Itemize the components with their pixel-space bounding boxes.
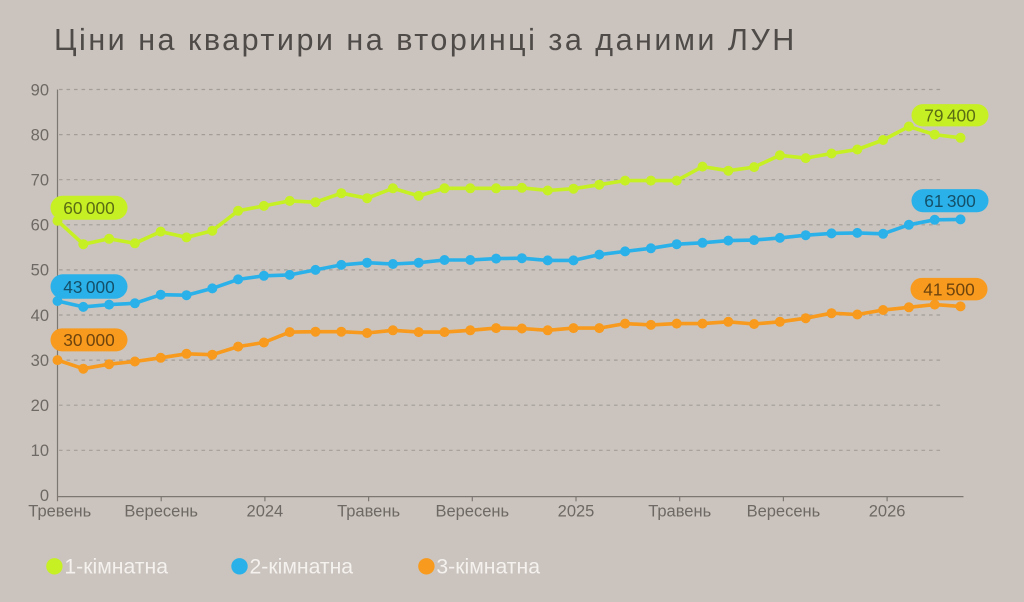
svg-text:79 400: 79 400	[924, 106, 976, 126]
svg-text:Вересень: Вересень	[747, 503, 821, 521]
svg-text:43 000: 43 000	[63, 277, 115, 297]
svg-text:2024: 2024	[247, 503, 284, 521]
svg-text:Тревень: Тревень	[28, 503, 91, 521]
svg-text:Ціни на квартири на вторинці з: Ціни на квартири на вторинці за даними Л…	[54, 23, 797, 57]
svg-text:Травень: Травень	[337, 503, 400, 521]
svg-text:60: 60	[31, 217, 49, 235]
svg-text:40: 40	[31, 307, 49, 325]
svg-text:90: 90	[31, 81, 49, 99]
svg-text:30: 30	[31, 352, 49, 370]
svg-text:20: 20	[31, 397, 49, 415]
svg-text:2-кімнатна: 2-кімнатна	[250, 556, 354, 579]
svg-text:30 000: 30 000	[63, 330, 115, 350]
svg-text:Вересень: Вересень	[124, 503, 198, 521]
svg-text:Травень: Травень	[648, 503, 711, 521]
svg-text:70: 70	[31, 172, 49, 190]
svg-text:50: 50	[31, 262, 49, 280]
svg-text:1-кімнатна: 1-кімнатна	[64, 556, 168, 579]
svg-text:60 000: 60 000	[63, 198, 115, 218]
svg-text:0: 0	[40, 487, 49, 505]
svg-text:61 300: 61 300	[924, 191, 976, 211]
svg-text:3-кімнатна: 3-кімнатна	[436, 556, 540, 579]
svg-text:10: 10	[31, 442, 49, 460]
svg-text:Вересень: Вересень	[435, 503, 509, 521]
svg-text:41 500: 41 500	[923, 279, 975, 299]
svg-text:2025: 2025	[558, 503, 595, 521]
svg-text:80: 80	[31, 126, 49, 144]
svg-text:2026: 2026	[869, 503, 906, 521]
